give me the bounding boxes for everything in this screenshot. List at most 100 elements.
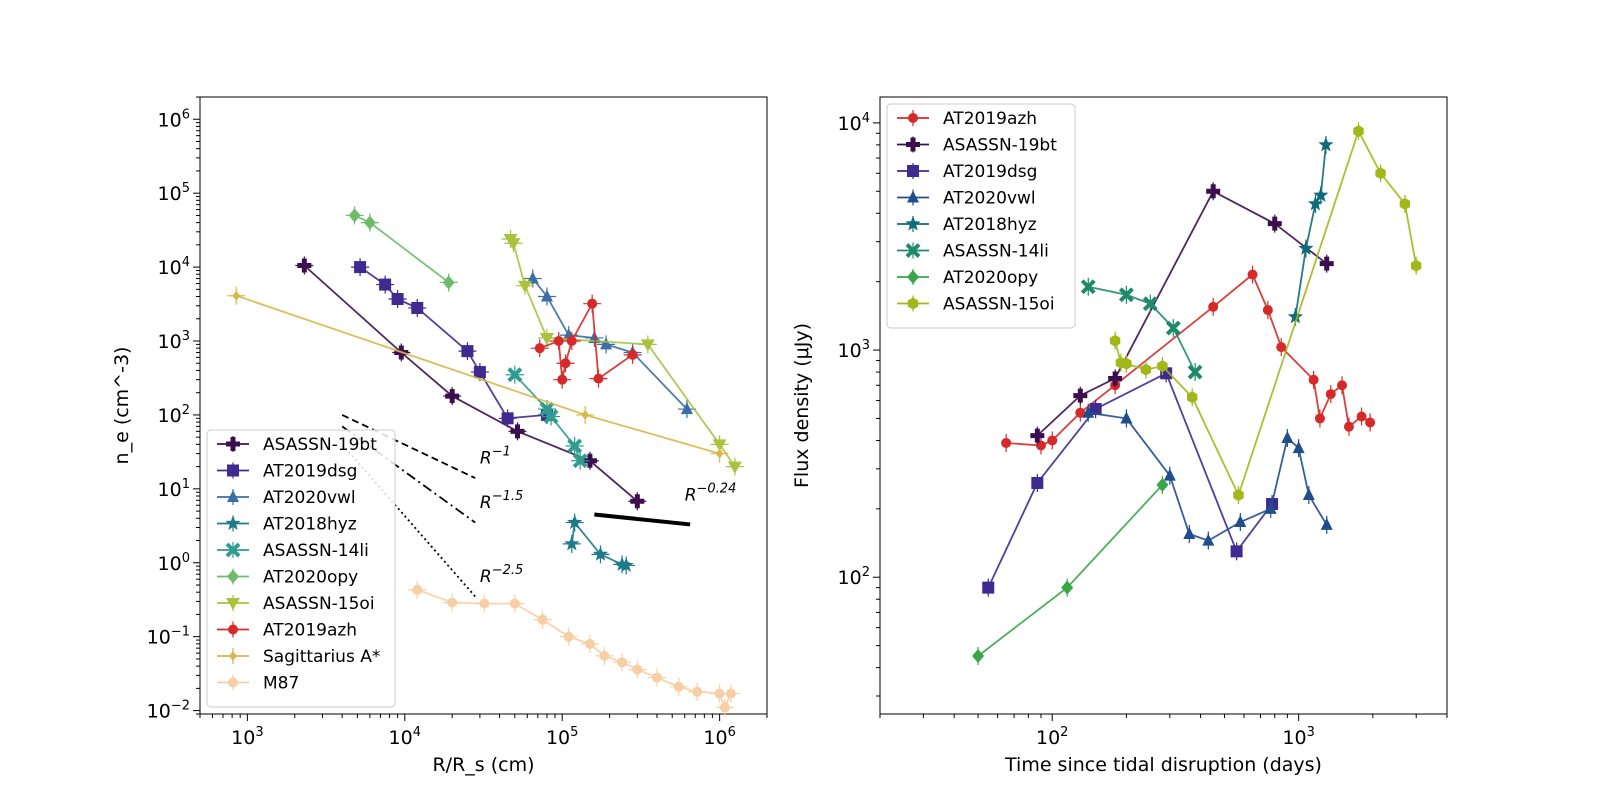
left-legend-item-asassn-14li: ASASSN-14li (217, 541, 369, 561)
right-series-at2019dsg (982, 364, 1279, 597)
left-legend-marker (227, 490, 239, 502)
left-axes-frame (199, 96, 768, 715)
right-legend-item-asassn-14li: ASASSN-14li (897, 242, 1049, 262)
left-x-tick-label: 105 (546, 725, 578, 749)
powerlaw-label-1: R−1 (480, 445, 511, 469)
right-x-tick-label: 103 (1282, 725, 1314, 749)
powerlaw-label-2-5: R−2.5 (480, 563, 523, 587)
left-data-point-at2019azh (553, 336, 564, 347)
left-legend-label: AT2019dsg (263, 462, 357, 482)
right-series-asassn-14li (1080, 277, 1203, 382)
right-series-at2020opy (972, 475, 1169, 666)
right-legend-item-at2019dsg: AT2019dsg (897, 162, 1037, 182)
right-data-point-at2020vwl (1183, 526, 1196, 539)
left-series-sagittarius-a (227, 286, 729, 463)
right-series-asassn-15oi (1109, 122, 1422, 505)
right-y-tick-label: 102 (838, 565, 870, 589)
left-series-line-asassn-15oi (509, 238, 736, 468)
left-x-tick-label: 106 (703, 725, 735, 749)
left-legend-marker (225, 515, 241, 530)
right-x-axis-label: Time since tidal disruption (days) (1004, 754, 1322, 776)
right-legend-item-at2020opy: AT2020opy (897, 268, 1038, 288)
left-data-point-at2019dsg (354, 261, 367, 274)
right-axes-frame (879, 96, 1448, 715)
right-legend-marker (907, 297, 919, 310)
left-legend-label: ASASSN-14li (263, 541, 369, 561)
left-data-point-sagittarius-a (232, 290, 241, 301)
right-data-point-asassn-14li (1080, 279, 1096, 295)
right-data-point-asassn-15oi (1233, 489, 1244, 502)
right-legend-box (886, 103, 1076, 329)
left-series-at2020opy (345, 206, 458, 292)
right-series-line-at2019azh (1006, 273, 1371, 447)
right-legend-label: AT2018hyz (943, 215, 1037, 235)
left-y-tick-label: 105 (158, 181, 190, 205)
right-data-point-at2020opy (1156, 477, 1169, 492)
left-y-axis-label: n_e (cm^-3) (111, 347, 133, 465)
right-data-point-asassn-19bt (1030, 428, 1045, 443)
right-x-tick-label: 102 (1036, 725, 1068, 749)
left-legend-label: M87 (263, 674, 299, 694)
right-data-point-at2019azh (1314, 413, 1325, 424)
right-data-point-at2019azh (1075, 407, 1086, 418)
right-legend-item-at2020vwl: AT2020vwl (897, 189, 1036, 209)
left-legend-label: Sagittarius A* (263, 647, 380, 667)
left-data-point-m87 (479, 598, 490, 609)
left-data-point-asassn-15oi (539, 332, 554, 345)
left-data-point-at2018hyz (592, 546, 609, 561)
powerlaw-label-1-5: R−1.5 (480, 489, 523, 513)
right-data-point-at2019azh (1308, 374, 1319, 385)
left-data-point-asassn-14li (567, 438, 583, 454)
left-data-point-at2020opy (442, 275, 455, 290)
left-x-axis-label: R/R_s (cm) (432, 754, 534, 776)
right-data-point-asassn-14li (1142, 296, 1158, 312)
powerlaw-line-2-5 (341, 443, 476, 598)
right-data-point-asassn-19bt (1206, 184, 1221, 199)
right-data-point-at2019azh (1047, 435, 1058, 446)
right-legend-marker (908, 113, 918, 123)
left-legend: ASASSN-19bt AT2019dsg AT2020vwl AT2018hyz AS… (206, 429, 396, 708)
right-legend-marker (907, 165, 919, 177)
right-data-point-at2020vwl (1302, 488, 1315, 501)
right-data-point-asassn-15oi (1375, 167, 1386, 180)
left-legend-item-at2018hyz: AT2018hyz (217, 515, 357, 535)
left-legend-item-at2020opy: AT2020opy (217, 568, 358, 588)
left-data-point-sagittarius-a (715, 448, 724, 459)
left-series-asassn-15oi (501, 229, 744, 476)
right-data-point-asassn-19bt (1267, 216, 1282, 231)
left-data-point-at2019azh (566, 336, 577, 347)
left-data-point-at2019dsg (379, 278, 392, 291)
left-data-point-m87 (447, 597, 458, 608)
right-chart-panel: 102 103 102 103 104 Time since tidal disrupti… (791, 96, 1448, 776)
right-data-point-asassn-15oi (1399, 197, 1411, 210)
right-data-point-at2020vwl (1234, 515, 1247, 528)
left-legend-marker (226, 598, 240, 610)
right-series-line-at2018hyz (1294, 144, 1327, 318)
right-data-point-at2019azh (1337, 380, 1348, 391)
right-data-point-asassn-14li (1118, 287, 1134, 303)
left-data-point-m87 (537, 614, 548, 625)
left-data-point-at2018hyz (618, 557, 634, 572)
right-data-point-asassn-19bt (1319, 256, 1334, 271)
left-y-tick-label: 101 (158, 477, 190, 501)
left-data-point-m87 (584, 638, 595, 649)
left-data-point-asassn-14li (507, 367, 523, 383)
right-legend-label: ASASSN-19bt (943, 136, 1057, 156)
left-series-asassn-14li (505, 365, 590, 470)
powerlaw-line-1 (341, 414, 476, 479)
left-data-point-asassn-15oi (727, 461, 742, 474)
left-legend-label: ASASSN-15oi (263, 594, 375, 614)
left-data-point-at2019azh (560, 358, 571, 369)
right-legend-label: AT2019dsg (943, 162, 1037, 182)
left-data-point-at2019azh (557, 374, 568, 385)
left-chart-panel: 103 104 105 106 10−2 10−1 100 101 102 103 104 105 10… (111, 96, 768, 776)
right-data-point-at2019azh (1035, 440, 1046, 451)
left-legend-item-at2019azh: AT2019azh (217, 621, 357, 641)
right-data-point-asassn-15oi (1109, 334, 1121, 347)
right-series-at2019azh (1001, 265, 1376, 455)
left-legend-item-asassn-19bt: ASASSN-19bt (217, 435, 377, 455)
right-data-point-asassn-19bt (1073, 388, 1088, 403)
right-legend-marker (907, 270, 919, 284)
right-series-asassn-19bt (1030, 182, 1334, 445)
